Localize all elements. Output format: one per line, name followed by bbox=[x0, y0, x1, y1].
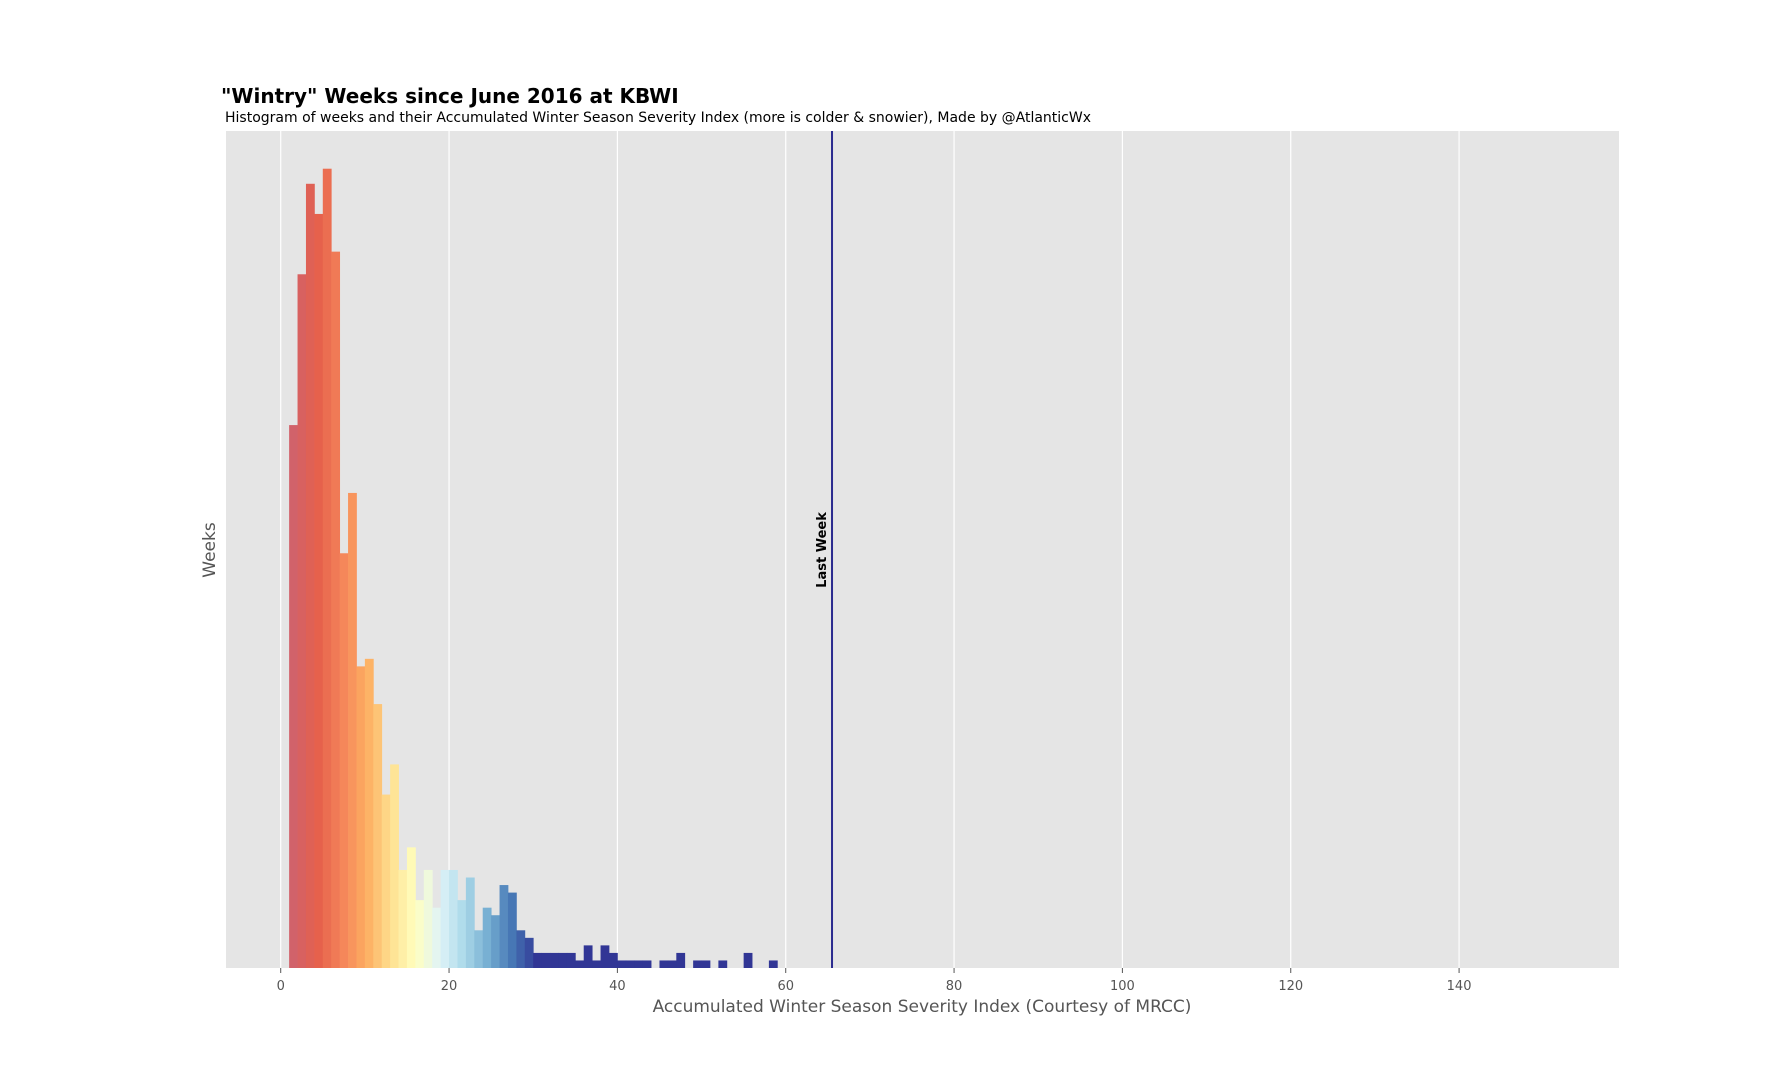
histogram-bar bbox=[541, 952, 551, 968]
histogram-bar bbox=[482, 907, 492, 968]
histogram-bar bbox=[550, 952, 559, 968]
x-tick-label: 60 bbox=[777, 979, 794, 994]
histogram-bar bbox=[322, 168, 332, 968]
x-tick-label: 120 bbox=[1278, 979, 1303, 994]
histogram-bar bbox=[583, 945, 593, 968]
y-axis-label: Weeks bbox=[200, 522, 220, 578]
histogram-bar bbox=[314, 213, 324, 969]
histogram-bar bbox=[415, 900, 425, 968]
x-tick-label: 140 bbox=[1447, 979, 1472, 994]
histogram-bar bbox=[297, 274, 307, 968]
plot-area bbox=[226, 131, 1619, 968]
x-axis-label: Accumulated Winter Season Severity Index… bbox=[653, 997, 1192, 1017]
histogram-bar bbox=[356, 666, 366, 968]
x-tick-label: 0 bbox=[277, 979, 285, 994]
histogram-bar bbox=[398, 869, 408, 968]
histogram-bar bbox=[339, 553, 349, 968]
x-tick-label: 100 bbox=[1110, 979, 1135, 994]
histogram-bar bbox=[406, 847, 416, 968]
histogram-bar bbox=[617, 960, 627, 968]
histogram-bar bbox=[625, 960, 635, 968]
histogram-bar bbox=[701, 960, 711, 968]
x-tick-label: 80 bbox=[946, 979, 963, 994]
histogram-bar bbox=[390, 764, 399, 968]
histogram-bar bbox=[634, 960, 644, 968]
histogram-bar bbox=[768, 960, 778, 968]
last-week-label: Last Week bbox=[815, 512, 830, 588]
histogram-bar bbox=[373, 704, 383, 968]
histogram-bar bbox=[743, 952, 753, 968]
histogram-bar bbox=[449, 869, 458, 968]
histogram-bar bbox=[432, 907, 442, 968]
histogram-bar bbox=[533, 952, 543, 968]
histogram-bar bbox=[507, 892, 517, 968]
histogram-bar bbox=[305, 183, 315, 968]
histogram-bar bbox=[289, 425, 298, 969]
histogram-bar bbox=[676, 952, 686, 968]
histogram-bar bbox=[558, 952, 568, 968]
histogram-bar bbox=[659, 960, 669, 968]
histogram-bar bbox=[465, 877, 475, 968]
histogram-bar bbox=[524, 937, 534, 968]
chart-title: "Wintry" Weeks since June 2016 at KBWI bbox=[221, 84, 679, 108]
grid-lines bbox=[280, 131, 1460, 968]
histogram-bar bbox=[348, 492, 357, 968]
histogram-bar bbox=[457, 900, 467, 968]
histogram-bar bbox=[642, 960, 652, 968]
histogram-bar bbox=[491, 915, 500, 968]
chart-subtitle: Histogram of weeks and their Accumulated… bbox=[225, 110, 1091, 126]
histogram-bar bbox=[516, 930, 526, 968]
histogram-bar bbox=[566, 952, 576, 968]
histogram-bar bbox=[608, 952, 618, 968]
histogram-bar bbox=[440, 869, 450, 968]
histogram-bar bbox=[575, 960, 585, 968]
x-tick-label: 40 bbox=[609, 979, 626, 994]
histogram-bar bbox=[331, 251, 341, 968]
histogram-bars bbox=[289, 168, 778, 969]
histogram-bar bbox=[667, 960, 677, 968]
histogram-bar bbox=[474, 930, 484, 968]
histogram-bar bbox=[592, 960, 601, 968]
histogram-bar bbox=[693, 960, 702, 968]
histogram-bar bbox=[718, 960, 728, 968]
reference-line-group: Last Week bbox=[815, 131, 834, 968]
x-tick-label: 20 bbox=[441, 979, 458, 994]
histogram-bar bbox=[381, 794, 391, 968]
histogram-bar bbox=[499, 885, 509, 968]
x-axis-ticks: 0 20 40 60 80 100 120 140 bbox=[277, 968, 1472, 994]
histogram-bar bbox=[364, 658, 374, 968]
histogram-bar bbox=[423, 869, 433, 968]
histogram-bar bbox=[600, 945, 610, 968]
